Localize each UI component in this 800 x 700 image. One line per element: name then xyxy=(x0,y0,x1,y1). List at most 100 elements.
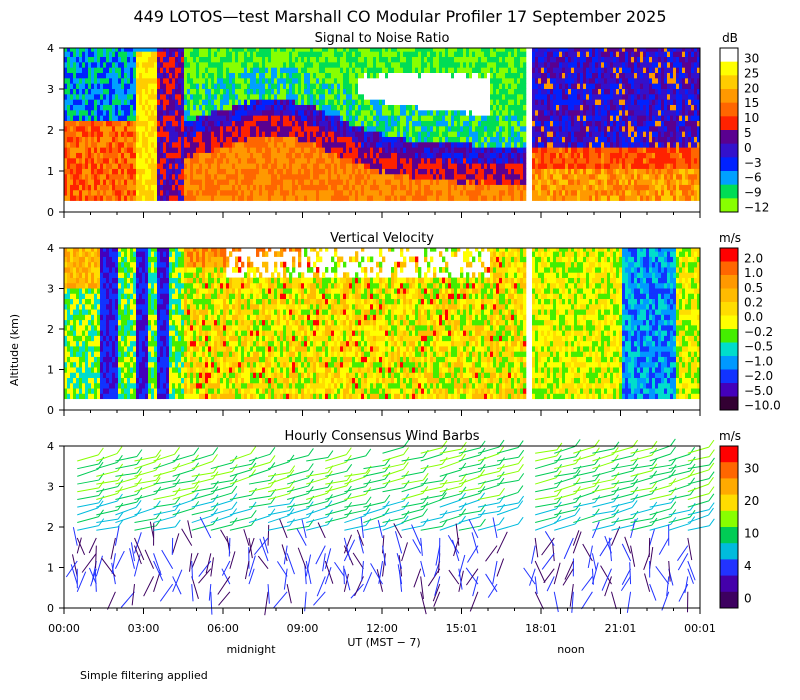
heatmap-cell xyxy=(325,72,329,79)
heatmap-cell xyxy=(532,48,536,52)
heatmap-cell xyxy=(349,136,353,143)
heatmap-cell xyxy=(565,67,569,73)
heatmap-cell xyxy=(484,131,488,137)
heatmap-cell xyxy=(145,173,149,180)
heatmap-cell xyxy=(553,56,557,63)
heatmap-cell xyxy=(307,147,311,153)
heatmap-cell xyxy=(337,173,341,180)
heatmap-cell xyxy=(178,56,182,63)
heatmap-cell xyxy=(490,141,494,148)
heatmap-cell xyxy=(310,67,314,73)
heatmap-cell xyxy=(100,109,104,116)
heatmap-cell xyxy=(484,125,488,132)
heatmap-cell xyxy=(91,56,95,63)
heatmap-cell xyxy=(538,120,542,127)
heatmap-cell xyxy=(103,131,107,137)
heatmap-cell xyxy=(67,99,71,105)
heatmap-cell xyxy=(523,173,527,180)
heatmap-cell xyxy=(145,147,149,153)
heatmap-cell xyxy=(229,152,233,159)
heatmap-cell xyxy=(160,93,164,100)
heatmap-cell xyxy=(334,115,338,121)
heatmap-cell xyxy=(142,131,146,137)
heatmap-cell xyxy=(436,83,440,89)
heatmap-cell xyxy=(340,157,344,164)
heatmap-cell xyxy=(184,115,188,121)
heatmap-cell xyxy=(373,125,377,132)
heatmap-cell xyxy=(265,136,269,143)
heatmap-cell xyxy=(64,93,68,100)
heatmap-cell xyxy=(559,152,563,159)
heatmap-cell xyxy=(253,125,257,132)
heatmap-cell xyxy=(97,163,101,169)
heatmap-cell xyxy=(412,48,416,52)
heatmap-cell xyxy=(355,152,359,159)
heatmap-cell xyxy=(451,152,455,159)
heatmap-cell xyxy=(166,189,170,196)
heatmap-cell xyxy=(127,131,131,137)
heatmap-cell xyxy=(190,93,194,100)
heatmap-cell xyxy=(70,163,74,169)
heatmap-cell xyxy=(277,136,281,143)
heatmap-cell xyxy=(82,173,86,180)
heatmap-cell xyxy=(499,109,503,116)
heatmap-cell xyxy=(346,125,350,132)
heatmap-cell xyxy=(580,48,584,52)
heatmap-cell xyxy=(247,163,251,169)
heatmap-cell xyxy=(490,136,494,143)
heatmap-cell xyxy=(283,184,287,191)
heatmap-cell xyxy=(214,83,218,89)
heatmap-cell xyxy=(397,168,401,175)
heatmap-cell xyxy=(499,99,503,105)
heatmap-cell xyxy=(280,67,284,73)
heatmap-cell xyxy=(154,136,158,143)
heatmap-cell xyxy=(421,88,425,95)
heatmap-cell xyxy=(76,48,80,52)
heatmap-cell xyxy=(478,131,482,137)
heatmap-cell xyxy=(157,61,161,68)
heatmap-cell xyxy=(187,88,191,95)
heatmap-cell xyxy=(118,125,122,132)
heatmap-cell xyxy=(358,189,362,196)
heatmap-cell xyxy=(568,141,572,148)
heatmap-cell xyxy=(262,67,266,73)
heatmap-cell xyxy=(310,93,314,100)
heatmap-cell xyxy=(388,163,392,169)
heatmap-cell xyxy=(436,48,440,52)
heatmap-cell xyxy=(421,72,425,79)
heatmap-cell xyxy=(295,99,299,105)
heatmap-cell xyxy=(88,93,92,100)
heatmap-cell xyxy=(67,83,71,89)
heatmap-cell xyxy=(520,136,524,143)
heatmap-cell xyxy=(130,77,134,84)
heatmap-cell xyxy=(574,189,578,196)
heatmap-cell xyxy=(547,141,551,148)
heatmap-cell xyxy=(283,115,287,121)
heatmap-cell xyxy=(79,48,83,52)
heatmap-cell xyxy=(508,93,512,100)
heatmap-cell xyxy=(331,48,335,52)
heatmap-cell xyxy=(385,152,389,159)
heatmap-cell xyxy=(370,61,374,68)
heatmap-cell xyxy=(85,168,89,175)
heatmap-cell xyxy=(64,184,68,191)
heatmap-cell xyxy=(316,104,320,111)
heatmap-cell xyxy=(343,120,347,127)
heatmap-cell xyxy=(286,168,290,175)
heatmap-cell xyxy=(88,104,92,111)
heatmap-cell xyxy=(577,104,581,111)
heatmap-cell xyxy=(175,88,179,95)
heatmap-cell xyxy=(178,51,182,58)
heatmap-cell xyxy=(283,152,287,159)
heatmap-cell xyxy=(562,48,566,52)
heatmap-cell xyxy=(484,184,488,191)
heatmap-cell xyxy=(373,48,377,52)
heatmap-cell xyxy=(427,136,431,143)
heatmap-cell xyxy=(130,184,134,191)
heatmap-cell xyxy=(484,67,488,73)
heatmap-cell xyxy=(121,184,125,191)
heatmap-cell xyxy=(166,88,170,95)
heatmap-cell xyxy=(442,157,446,164)
heatmap-cell xyxy=(217,67,221,73)
heatmap-cell xyxy=(244,51,248,58)
